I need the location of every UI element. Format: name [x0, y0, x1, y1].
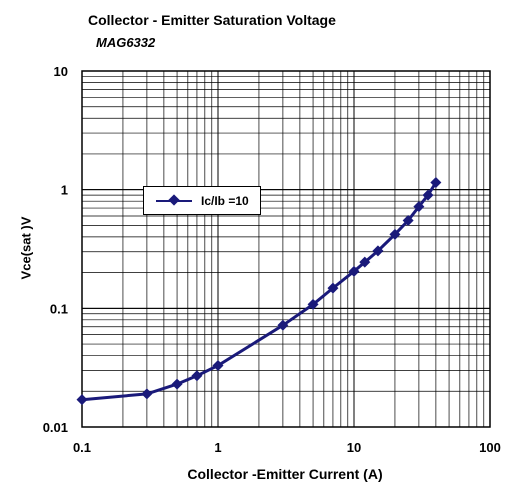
data-point — [389, 228, 401, 240]
chart-subtitle: MAG6332 — [96, 35, 156, 50]
y-axis-label: Vce(sat )V — [18, 216, 34, 280]
data-point — [212, 359, 224, 371]
grid — [81, 70, 491, 428]
data-point — [307, 298, 319, 310]
legend-label: Ic/Ib =10 — [201, 194, 249, 208]
data-point — [171, 378, 183, 390]
data-point — [430, 176, 442, 188]
x-tick-label: 100 — [479, 440, 501, 455]
series-markers — [76, 176, 442, 406]
x-tick-label: 1 — [214, 440, 221, 455]
y-tick-label: 0.1 — [50, 301, 68, 316]
data-point — [76, 394, 88, 406]
data-point — [277, 319, 289, 331]
x-axis-label: Collector -Emitter Current (A) — [187, 466, 383, 482]
data-point — [372, 245, 384, 257]
plot-frame — [81, 70, 491, 428]
y-tick-label: 1 — [61, 183, 68, 198]
data-point — [141, 388, 153, 400]
data-point — [327, 282, 339, 294]
data-point — [359, 256, 371, 268]
y-tick-label: 10 — [54, 64, 68, 79]
legend: Ic/Ib =10 — [143, 186, 261, 215]
data-point — [191, 370, 203, 382]
y-axis-ticks: 0.01 0.1 1 10 — [43, 64, 68, 435]
series-line — [81, 181, 438, 402]
y-tick-label: 0.01 — [43, 420, 68, 435]
x-axis-ticks: 0.1 1 10 100 — [73, 440, 501, 455]
data-point — [422, 189, 434, 201]
legend-marker-icon — [168, 194, 180, 206]
data-point — [402, 214, 414, 226]
chart-title: Collector - Emitter Saturation Voltage — [88, 12, 336, 28]
data-point — [348, 265, 360, 277]
x-tick-label: 0.1 — [73, 440, 91, 455]
data-point — [413, 201, 425, 213]
x-tick-label: 10 — [347, 440, 361, 455]
